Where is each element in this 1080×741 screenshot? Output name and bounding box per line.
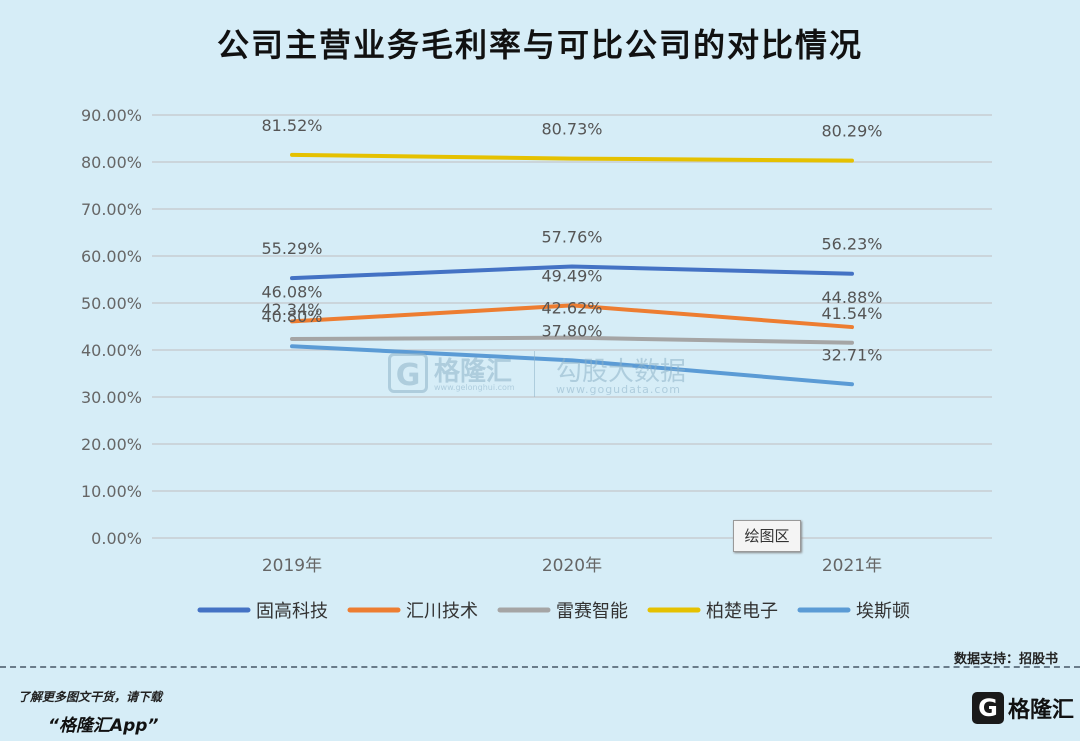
plot-area-tooltip: 绘图区 xyxy=(733,520,801,552)
y-tick-label: 70.00% xyxy=(81,200,142,219)
brand-logo-icon: G xyxy=(972,692,1004,724)
y-tick-label: 60.00% xyxy=(81,247,142,266)
series-lines xyxy=(290,152,854,387)
footer-divider xyxy=(0,666,1080,668)
watermark-brand-url: www.gelonghui.com xyxy=(434,383,515,392)
y-tick-label: 0.00% xyxy=(91,529,142,548)
watermark-text: 勾股大数据 xyxy=(556,357,687,387)
legend-entry: 固高科技 xyxy=(256,601,328,622)
data-label: 81.52% xyxy=(261,116,322,135)
data-label: 41.54% xyxy=(821,304,882,323)
footer-note: 了解更多图文干货，请下载 xyxy=(18,690,163,704)
chart-title: 公司主营业务毛利率与可比公司的对比情况 xyxy=(216,26,863,64)
y-tick-label: 40.00% xyxy=(81,341,142,360)
footer-brand: 格隆汇 xyxy=(1008,698,1075,723)
data-label: 37.80% xyxy=(541,321,602,340)
legend-entry: 雷赛智能 xyxy=(556,601,628,622)
y-axis-ticks: 0.00% 10.00% 20.00% 30.00% 40.00% 50.00% 60.00… xyxy=(81,106,142,548)
footer-logo: G 格隆汇 xyxy=(972,690,1074,730)
y-tick-label: 50.00% xyxy=(81,294,142,313)
series-line xyxy=(290,335,854,345)
y-tick-label: 80.00% xyxy=(81,153,142,172)
x-tick-label: 2020年 xyxy=(542,556,602,576)
data-label: 44.88% xyxy=(821,288,882,307)
x-tick-label: 2021年 xyxy=(822,556,882,576)
data-source: 数据支持：招股书 xyxy=(953,652,1058,667)
data-label: 42.62% xyxy=(541,299,602,318)
legend-entry: 柏楚电子 xyxy=(706,601,778,622)
y-tick-label: 30.00% xyxy=(81,388,142,407)
data-label: 46.08% xyxy=(261,282,322,301)
x-axis-ticks: 2019年 2020年 2021年 xyxy=(262,556,882,576)
data-labels: 55.29% 57.76% 56.23% 46.08% 49.49% 44.88% 42.3… xyxy=(261,116,882,364)
watermark-logo-icon: G xyxy=(388,353,428,393)
data-label: 80.29% xyxy=(821,122,882,141)
y-tick-label: 90.00% xyxy=(81,106,142,125)
series-line xyxy=(290,264,854,281)
legend: 固高科技 汇川技术 雷赛智能 柏楚电子 埃斯顿 xyxy=(197,601,910,622)
data-label: 55.29% xyxy=(261,239,322,258)
data-label: 32.71% xyxy=(821,345,882,364)
watermark-brand: 格隆汇 xyxy=(434,357,513,387)
data-label: 42.34% xyxy=(261,300,322,319)
data-label: 80.73% xyxy=(541,120,602,139)
x-tick-label: 2019年 xyxy=(262,556,322,576)
watermark-url: www.gogudata.com xyxy=(556,383,681,396)
watermark: G 格隆汇 www.gelonghui.com 勾股大数据 www.goguda… xyxy=(388,345,708,405)
series-line xyxy=(290,303,854,330)
footer-app-name: “格隆汇App” xyxy=(48,716,159,736)
legend-entry: 汇川技术 xyxy=(406,601,478,622)
series-line xyxy=(290,344,854,387)
data-label: 57.76% xyxy=(541,228,602,247)
data-label: 40.80% xyxy=(261,307,322,326)
series-line xyxy=(290,152,854,163)
grid-lines xyxy=(152,114,992,539)
watermark-divider xyxy=(534,351,535,397)
y-tick-label: 20.00% xyxy=(81,435,142,454)
legend-entry: 埃斯顿 xyxy=(856,601,910,622)
y-tick-label: 10.00% xyxy=(81,482,142,501)
data-label: 56.23% xyxy=(821,235,882,254)
data-label: 49.49% xyxy=(541,266,602,285)
